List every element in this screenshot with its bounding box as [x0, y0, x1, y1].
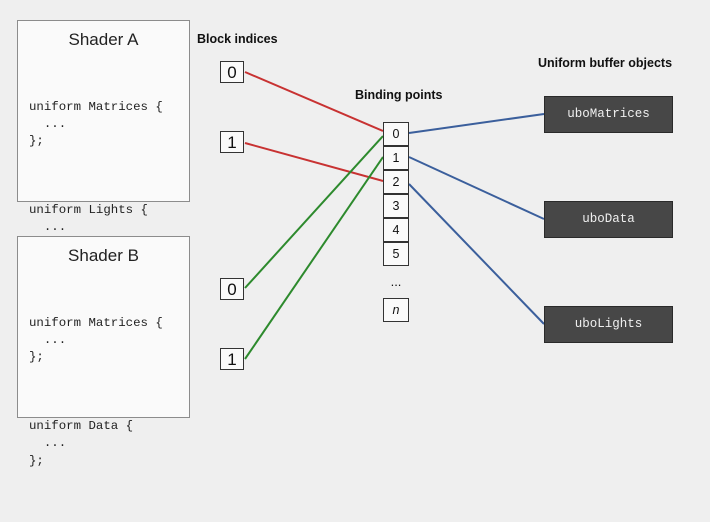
code-line: };	[29, 453, 44, 468]
binding-point-5: 5	[383, 242, 409, 266]
code-line: uniform Lights {	[29, 203, 148, 218]
block-index-a-matrices: 0	[220, 61, 244, 83]
block-index-a-lights: 1	[220, 131, 244, 153]
ubos-label: Uniform buffer objects	[538, 56, 673, 70]
ubo-data: uboData	[544, 201, 673, 238]
link-a-matrices-to-binding-0	[244, 71, 384, 132]
binding-points-label: Binding points	[355, 88, 443, 102]
code-line: ...	[29, 436, 67, 451]
link-a-lights-to-binding-2	[244, 142, 384, 182]
block-indices-label: Block indices	[197, 32, 278, 46]
block-index-b-data: 1	[220, 348, 244, 370]
link-b-data-to-binding-1	[244, 156, 384, 360]
shader-b-code: uniform Matrices { ...}; uniform Data { …	[29, 280, 189, 522]
shader-a-matrices-block: uniform Matrices { ...};	[29, 99, 189, 151]
binding-point-3: 3	[383, 194, 409, 218]
shader-a-code: uniform Matrices { ...}; uniform Lights …	[29, 64, 189, 306]
code-line: ...	[29, 332, 67, 347]
binding-point-4: 4	[383, 218, 409, 242]
binding-point-2: 2	[383, 170, 409, 194]
link-binding-2-to-ubo-lights	[408, 183, 545, 325]
link-binding-1-to-ubo-data	[408, 156, 545, 220]
block-index-b-matrices: 0	[220, 278, 244, 300]
shader-b-title: Shader B	[68, 246, 139, 265]
binding-point-n: n	[383, 298, 409, 322]
link-binding-0-to-ubo-matrices	[408, 113, 545, 134]
code-line: };	[29, 134, 44, 149]
binding-point-0: 0	[383, 122, 409, 146]
shader-b-panel: Shader B uniform Matrices { ...}; unifor…	[17, 236, 190, 468]
shader-a-panel: Shader A uniform Matrices { ...}; unifor…	[17, 20, 190, 252]
ubo-lights: uboLights	[544, 306, 673, 343]
code-line: uniform Data {	[29, 419, 134, 434]
code-line: uniform Matrices {	[29, 315, 163, 330]
link-b-matrices-to-binding-0	[244, 135, 384, 289]
connection-lines	[244, 71, 545, 360]
shader-b-matrices-block: uniform Matrices { ...};	[29, 315, 189, 367]
binding-points-ellipsis: ...	[390, 274, 402, 289]
code-line: ...	[29, 220, 67, 235]
code-line: ...	[29, 116, 67, 131]
code-line: };	[29, 350, 44, 365]
ubo-matrices: uboMatrices	[544, 96, 673, 133]
binding-point-1: 1	[383, 146, 409, 170]
code-line: uniform Matrices {	[29, 99, 163, 114]
shader-a-title: Shader A	[68, 30, 139, 49]
